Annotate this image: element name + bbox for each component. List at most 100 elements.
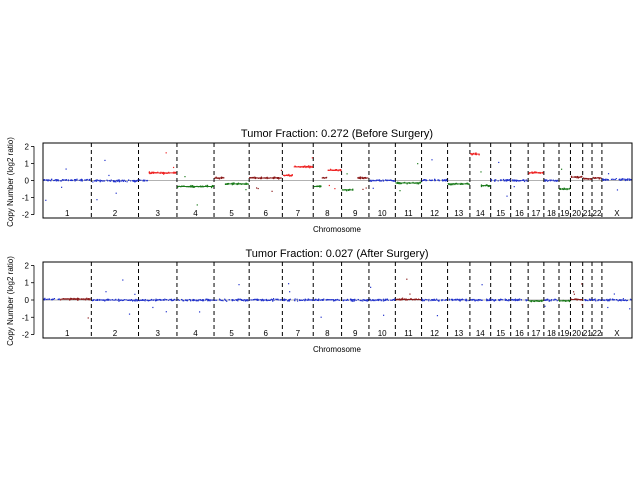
- data-point: [165, 311, 167, 313]
- data-point: [108, 179, 110, 182]
- chromosome-label: 2: [113, 209, 118, 218]
- data-point: [425, 180, 427, 182]
- data-point: [93, 180, 96, 182]
- data-point: [372, 179, 374, 181]
- data-point: [445, 178, 447, 181]
- data-point: [254, 298, 256, 301]
- data-point: [464, 299, 466, 301]
- data-point: [614, 299, 616, 301]
- data-point: [193, 298, 195, 301]
- data-point: [450, 298, 452, 301]
- data-point: [445, 299, 447, 301]
- data-point: [104, 159, 106, 162]
- data-point: [612, 178, 614, 180]
- data-point: [96, 199, 98, 201]
- data-point: [422, 299, 424, 301]
- data-point: [438, 180, 440, 182]
- data-point: [304, 165, 306, 167]
- data-point: [581, 304, 583, 306]
- data-point: [350, 300, 352, 302]
- data-point: [500, 298, 502, 300]
- data-point: [531, 171, 533, 173]
- chromosome-label: 9: [353, 209, 358, 218]
- data-point: [479, 298, 481, 301]
- data-point: [375, 179, 377, 182]
- data-point: [62, 179, 64, 181]
- data-point: [512, 179, 514, 181]
- data-point: [374, 299, 376, 301]
- data-point: [583, 177, 585, 179]
- data-point: [474, 300, 476, 302]
- data-point: [486, 300, 488, 302]
- data-point: [164, 298, 166, 300]
- data-point: [546, 180, 549, 182]
- data-point: [67, 179, 70, 181]
- data-point: [245, 299, 247, 302]
- data-point: [136, 179, 139, 181]
- data-point: [443, 179, 446, 181]
- data-point: [256, 187, 258, 189]
- data-point: [570, 175, 573, 178]
- data-point: [218, 178, 221, 180]
- data-point: [273, 299, 275, 301]
- data-point: [589, 299, 591, 301]
- data-point: [397, 181, 399, 183]
- data-point: [554, 298, 556, 301]
- data-point: [621, 299, 623, 301]
- data-point: [466, 182, 469, 184]
- data-point: [146, 180, 148, 182]
- data-point: [502, 299, 504, 301]
- data-point: [513, 299, 515, 301]
- data-point: [498, 299, 500, 301]
- chromosome-label: 11: [404, 209, 413, 218]
- data-point: [465, 299, 467, 302]
- data-point: [55, 180, 57, 182]
- data-point: [219, 299, 221, 301]
- data-point: [520, 299, 522, 301]
- data-point: [438, 179, 440, 181]
- chromosome-label: 14: [476, 209, 485, 218]
- data-point: [117, 298, 120, 300]
- data-point: [319, 299, 321, 301]
- data-point: [553, 180, 555, 182]
- data-point: [127, 179, 130, 181]
- data-point: [293, 299, 296, 301]
- x-axis-label: Chromosome: [313, 225, 362, 234]
- data-point: [277, 299, 279, 301]
- data-point: [151, 171, 153, 173]
- data-point: [186, 299, 188, 301]
- data-point: [573, 293, 575, 295]
- data-point: [560, 168, 563, 170]
- data-point: [147, 299, 149, 301]
- data-point: [525, 299, 527, 301]
- data-point: [491, 298, 493, 301]
- data-point: [425, 179, 427, 181]
- data-point: [455, 182, 457, 185]
- data-point: [94, 299, 97, 301]
- data-point: [116, 180, 118, 182]
- data-point: [585, 299, 587, 301]
- chromosome-separators: [43, 143, 632, 218]
- data-point: [505, 180, 507, 182]
- data-point: [451, 184, 453, 186]
- data-point: [272, 300, 274, 302]
- data-point: [53, 297, 56, 300]
- data-point: [450, 184, 452, 186]
- data-point: [515, 299, 517, 301]
- data-point: [480, 185, 483, 188]
- data-point: [121, 179, 123, 182]
- data-point: [221, 299, 223, 301]
- data-point: [327, 299, 329, 301]
- data-point: [434, 299, 436, 301]
- data-point: [600, 299, 602, 301]
- data-point: [43, 298, 45, 301]
- data-point: [626, 179, 629, 181]
- chromosome-label: X: [614, 209, 620, 218]
- data-point: [611, 298, 613, 301]
- data-point: [406, 183, 408, 185]
- y-axis-label: Copy Number (log2 ratio): [6, 137, 15, 227]
- data-point: [515, 179, 517, 181]
- data-point: [454, 183, 456, 186]
- data-point: [163, 173, 165, 175]
- data-point: [316, 299, 319, 301]
